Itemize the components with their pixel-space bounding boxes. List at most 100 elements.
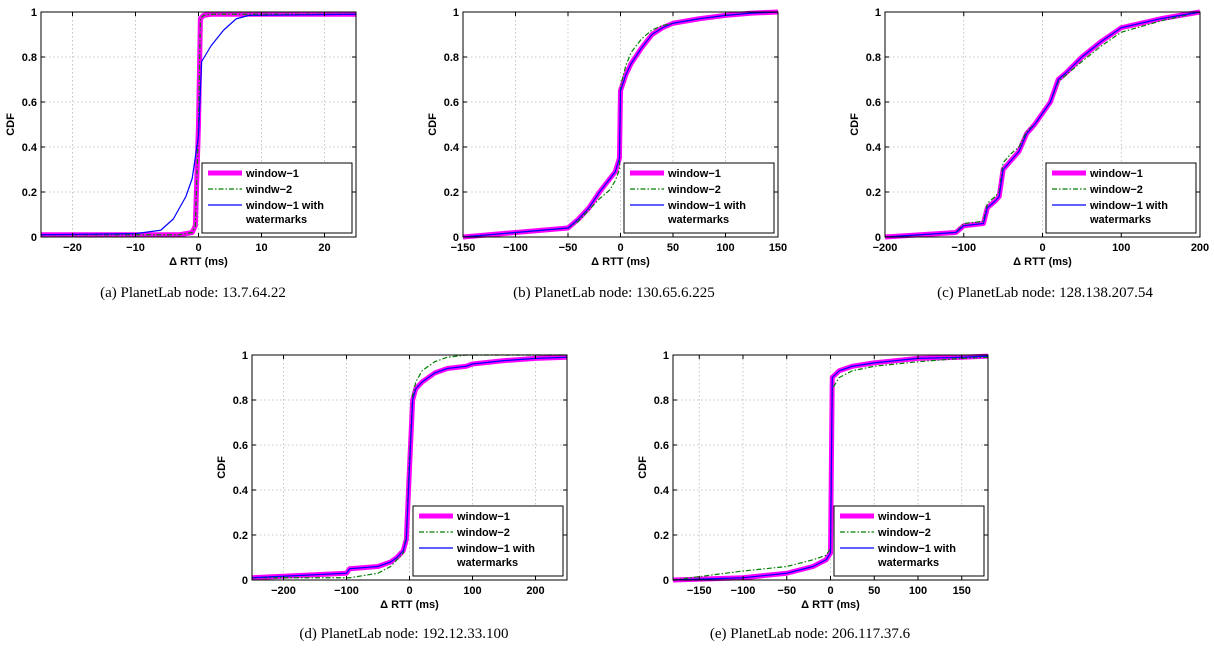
y-tick-label: 0.8 xyxy=(866,52,881,64)
x-tick-label: 150 xyxy=(953,585,971,597)
legend-label: window−1 xyxy=(245,168,299,180)
y-tick-label: 1 xyxy=(453,7,459,19)
legend-label: window−1 with xyxy=(877,543,956,555)
legend-label: watermarks xyxy=(1089,214,1151,226)
chart-panel-a: −20 −10 0 10 20 0 0.2 0.4 0.6 0.8 1 Δ RTT (ms) CDF wi… xyxy=(5,7,357,301)
legend-label: window−1 xyxy=(877,511,931,523)
legend-label: window−1 with xyxy=(245,200,324,212)
x-tick-label: −150 xyxy=(687,585,712,597)
panel-caption: (d) PlanetLab node: 192.12.33.100 xyxy=(299,626,508,642)
panel-caption: (e) PlanetLab node: 206.117.37.6 xyxy=(710,626,911,642)
x-tick-label: 0 xyxy=(195,242,201,254)
y-tick-label: 1 xyxy=(242,350,248,362)
y-tick-label: 0.4 xyxy=(22,142,38,154)
legend-label: window−2 xyxy=(1089,184,1143,196)
legend: window−1 window−2 window−1 with watermarks xyxy=(833,505,985,577)
series-window-1-watermarks xyxy=(251,356,568,579)
y-axis-label: CDF xyxy=(216,456,228,479)
x-tick-label: −10 xyxy=(126,242,145,254)
y-tick-label: 0.2 xyxy=(233,530,248,542)
series-window-1-watermarks xyxy=(40,13,357,236)
legend: window−1 window−2 window−1 with watermarks xyxy=(623,162,775,234)
y-tick-label: 0.8 xyxy=(22,52,37,64)
y-tick-label: 0.6 xyxy=(22,97,37,109)
legend-label: window−1 with xyxy=(1089,200,1168,212)
y-tick-label: 0.8 xyxy=(444,52,459,64)
y-axis-label: CDF xyxy=(637,456,649,479)
y-tick-label: 0.2 xyxy=(22,187,37,199)
legend-label: windw−2 xyxy=(245,184,292,196)
y-tick-label: 0.2 xyxy=(444,187,459,199)
y-tick-label: 0 xyxy=(242,575,248,587)
x-axis-label: Δ RTT (ms) xyxy=(801,599,860,611)
x-tick-label: −100 xyxy=(951,242,976,254)
y-tick-label: 0 xyxy=(453,232,459,244)
y-axis-label: CDF xyxy=(5,113,17,136)
x-axis-label: Δ RTT (ms) xyxy=(591,256,650,268)
x-tick-label: 50 xyxy=(868,585,880,597)
chart-panel-e: −150 −100 −50 0 50 100 150 0 0.2 0.4 0.6 0.8 1 Δ RTT … xyxy=(637,350,989,642)
legend-label: window−2 xyxy=(667,184,721,196)
y-tick-label: 0.4 xyxy=(233,485,249,497)
series-window-2 xyxy=(252,354,567,579)
chart-panel-b: −150 −100 −50 0 50 100 150 0 0.2 0.4 0.6 0.8 1 Δ RTT … xyxy=(427,7,787,301)
series-window-2 xyxy=(672,356,989,581)
y-tick-label: 0.4 xyxy=(444,142,460,154)
x-tick-label: 150 xyxy=(769,242,787,254)
x-tick-label: 0 xyxy=(617,242,623,254)
x-tick-label: 0 xyxy=(1039,242,1045,254)
y-tick-label: 0 xyxy=(875,232,881,244)
x-tick-label: 100 xyxy=(716,242,734,254)
x-tick-label: 100 xyxy=(909,585,927,597)
series-window-1-watermarks xyxy=(884,11,1201,238)
y-tick-label: 0 xyxy=(663,575,669,587)
y-tick-label: 1 xyxy=(875,7,881,19)
series-window-1-watermarks xyxy=(672,355,989,581)
x-tick-label: −100 xyxy=(334,585,359,597)
legend-label: watermarks xyxy=(456,557,518,569)
x-tick-label: 0 xyxy=(827,585,833,597)
x-tick-label: −100 xyxy=(503,242,528,254)
legend: window−1 windw−2 window−1 with watermarks xyxy=(201,162,353,234)
x-tick-label: −100 xyxy=(731,585,756,597)
legend-label: window−1 with xyxy=(667,200,746,212)
chart-panel-c: −200 −100 0 100 200 0 0.2 0.4 0.6 0.8 1 Δ RTT (ms) C… xyxy=(849,7,1209,301)
y-tick-label: 0 xyxy=(31,232,37,244)
legend-label: watermarks xyxy=(245,214,307,226)
y-tick-label: 0.6 xyxy=(444,97,459,109)
x-tick-label: −50 xyxy=(559,242,578,254)
x-tick-label: −200 xyxy=(271,585,296,597)
panel-caption: (b) PlanetLab node: 130.65.6.225 xyxy=(513,285,715,301)
y-tick-label: 0.8 xyxy=(233,395,248,407)
x-tick-label: −20 xyxy=(63,242,82,254)
series-window-1-watermarks xyxy=(462,11,779,238)
legend: window−1 window−2 window−1 with watermarks xyxy=(412,505,564,577)
y-tick-label: 0.6 xyxy=(233,440,248,452)
legend: window−1 window−2 window−1 with watermarks xyxy=(1045,162,1197,234)
x-tick-label: 0 xyxy=(406,585,412,597)
legend-label: window−1 with xyxy=(456,543,535,555)
x-tick-label: 50 xyxy=(667,242,679,254)
x-axis-label: Δ RTT (ms) xyxy=(1013,256,1072,268)
x-tick-label: 200 xyxy=(1191,242,1209,254)
x-tick-label: 10 xyxy=(255,242,267,254)
y-tick-label: 0.6 xyxy=(654,440,669,452)
y-tick-label: 0.8 xyxy=(654,395,669,407)
y-tick-label: 0.2 xyxy=(866,187,881,199)
chart-panel-d: −200 −100 0 100 200 0 0.2 0.4 0.6 0.8 1 Δ RTT (ms) C… xyxy=(216,350,568,642)
y-tick-label: 1 xyxy=(31,7,37,19)
legend-label: window−2 xyxy=(877,527,931,539)
panel-caption: (c) PlanetLab node: 128.138.207.54 xyxy=(937,285,1153,301)
y-tick-label: 0.4 xyxy=(654,485,670,497)
y-tick-label: 0.4 xyxy=(866,142,882,154)
x-tick-label: −200 xyxy=(873,242,898,254)
panel-caption: (a) PlanetLab node: 13.7.64.22 xyxy=(100,285,286,301)
legend-label: window−1 xyxy=(1089,168,1143,180)
y-axis-label: CDF xyxy=(427,113,439,136)
x-tick-label: 100 xyxy=(463,585,481,597)
y-tick-label: 0.6 xyxy=(866,97,881,109)
legend-label: watermarks xyxy=(877,557,939,569)
y-axis-label: CDF xyxy=(849,113,861,136)
x-axis-label: Δ RTT (ms) xyxy=(169,256,228,268)
